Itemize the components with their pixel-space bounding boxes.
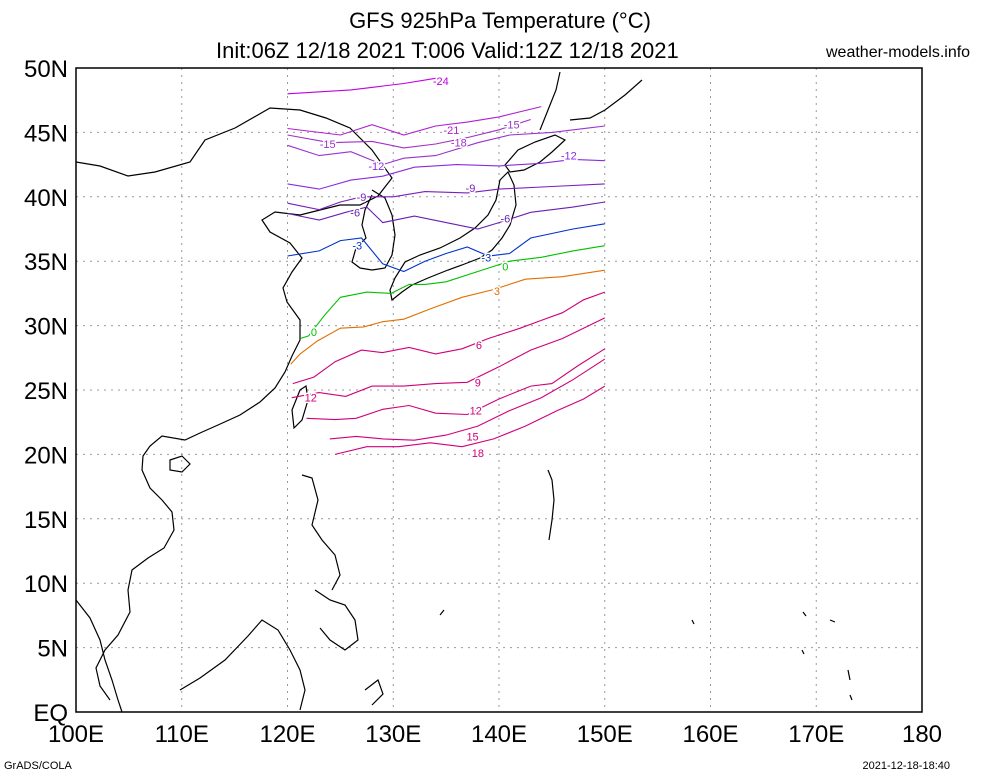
contour-line [287,158,605,190]
contour-line [287,183,605,211]
contour-label: 0 [311,327,317,339]
contour-line [334,385,606,455]
contour-label: 15 [466,431,478,443]
contour-label: -6 [350,207,360,219]
x-tick-label: 130E [365,721,421,748]
software-label: GrADS/COLA [4,760,72,772]
coast-borneo [179,619,306,711]
y-tick-label: 45N [24,120,68,147]
coast-taiwan [291,384,309,430]
x-tick-label: 180 [902,721,942,748]
contour-line [287,223,605,273]
contour-line [290,269,605,365]
contour-label: -24 [433,76,449,88]
coast-korea [351,189,396,271]
y-tick-label: 40N [24,185,68,212]
contour-line [306,348,606,421]
y-axis-ticks: 50N 45N 40N 35N 30N 25N 20N 15N 10N 5N EQ [24,56,68,727]
y-tick-label: 15N [24,507,68,534]
x-tick-label: 160E [682,721,738,748]
contour-label: 6 [476,340,482,352]
coastlines [75,71,853,713]
contour-label: -6 [500,214,510,226]
map-title: GFS 925hPa Temperature (°C) [349,8,651,33]
x-tick-label: 140E [471,721,527,748]
coast-sulawesi [364,679,384,706]
y-tick-label: EQ [33,700,68,727]
contour-line [291,317,606,399]
contour-line [329,358,606,441]
contour-label: 9 [475,377,481,389]
y-tick-label: 20N [24,442,68,469]
contour-label: 12 [470,406,482,418]
coast-hainan [169,455,191,473]
contour-label: 3 [494,286,500,298]
contour-line [287,77,436,95]
render-timestamp: 2021-12-18-18:40 [862,760,950,772]
y-tick-label: 50N [24,56,68,83]
y-tick-label: 30N [24,314,68,341]
x-tick-label: 100E [48,721,104,748]
island-pacific-atolls [439,609,853,701]
contour-label: 12 [305,393,317,405]
contour-label: -12 [561,151,577,163]
contour-label: -9 [357,192,367,204]
contour-label: -18 [451,138,467,150]
contour-lines [287,77,606,455]
x-tick-label: 120E [259,721,315,748]
contour-line [300,245,605,340]
coast-philippines-south [314,589,359,651]
contour-label: -9 [466,183,476,195]
contour-label: -12 [368,161,384,173]
x-axis-ticks: 100E 110E 120E 130E 140E 150E 160E 170E 180 [48,721,942,748]
contour-line [287,201,605,230]
site-label: weather-models.info [826,44,971,61]
coast-asia-mainland [75,107,393,701]
contour-label: -21 [443,125,459,137]
y-tick-label: 10N [24,571,68,598]
contour-label: 18 [472,448,484,460]
map-subtitle: Init:06Z 12/18 2021 T:006 Valid:12Z 12/1… [216,38,679,63]
island-guam-marianas [547,469,555,541]
map-frame [75,67,923,713]
x-tick-label: 150E [577,721,633,748]
contour-label: -3 [352,241,362,253]
contour-label: 0 [502,261,508,273]
y-tick-label: 5N [37,636,68,663]
contour-line [292,291,605,385]
contour-label: -15 [320,139,336,151]
coast-japan [389,170,517,302]
contour-labels: -24 -21 -15 -18 -15 -12 -12 -9 -9 -6 -6 -3 -3 0 0 3 6 9 12… [303,74,578,461]
coast-sakhalin-kamchatka [539,71,643,131]
y-tick-label: 25N [24,378,68,405]
coast-sumatra-malay [75,599,123,713]
grid-lines [76,68,922,712]
y-tick-label: 35N [24,249,68,276]
contour-line [287,118,531,149]
x-tick-label: 170E [788,721,844,748]
contour-label: -3 [481,252,491,264]
coast-hokkaido [504,134,567,173]
contour-line [287,125,605,166]
contour-line [287,106,542,136]
coast-luzon [301,474,341,591]
x-tick-label: 110E [155,721,209,748]
contour-label: -15 [504,120,520,132]
